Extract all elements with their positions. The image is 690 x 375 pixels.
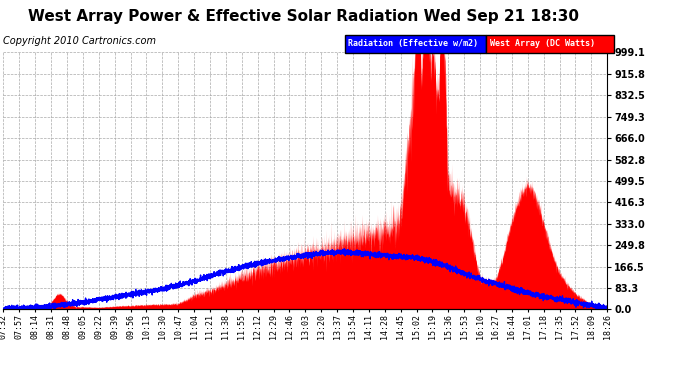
Text: West Array Power & Effective Solar Radiation Wed Sep 21 18:30: West Array Power & Effective Solar Radia… (28, 9, 579, 24)
Text: Radiation (Effective w/m2): Radiation (Effective w/m2) (348, 39, 478, 48)
Text: Copyright 2010 Cartronics.com: Copyright 2010 Cartronics.com (3, 36, 157, 46)
Text: West Array (DC Watts): West Array (DC Watts) (490, 39, 595, 48)
